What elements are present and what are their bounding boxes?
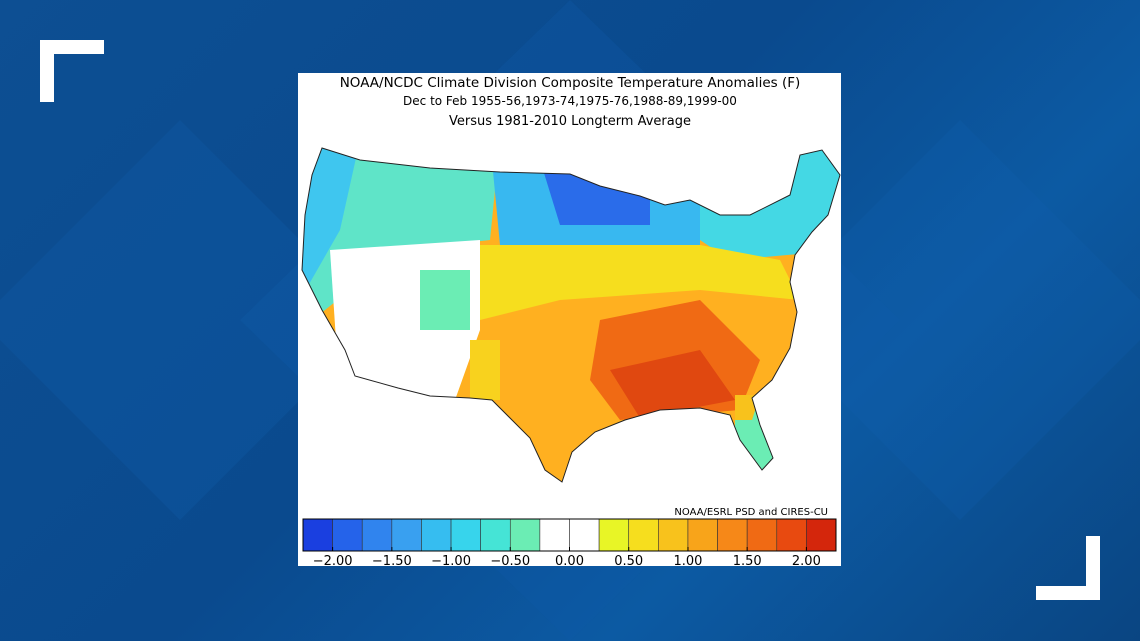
color-swatch bbox=[628, 518, 659, 552]
color-swatch bbox=[746, 518, 778, 552]
title-line: NOAA/NCDC Climate Division Composite Tem… bbox=[340, 75, 801, 91]
color-swatch bbox=[539, 518, 570, 552]
us-map bbox=[302, 148, 840, 482]
credit: NOAA/ESRL PSD and CIRES-CU bbox=[674, 507, 828, 518]
color-swatch bbox=[598, 518, 630, 552]
tick-label: 2.00 bbox=[792, 554, 821, 569]
bg-diamond bbox=[760, 120, 1140, 520]
title-line: Versus 1981-2010 Longterm Average bbox=[449, 114, 691, 129]
tick-label: 0.00 bbox=[555, 554, 584, 569]
map-region bbox=[480, 245, 800, 320]
color-swatch bbox=[421, 518, 452, 552]
tick-label: 1.00 bbox=[673, 554, 702, 569]
corner-bracket bbox=[40, 40, 104, 102]
color-swatch bbox=[361, 518, 393, 552]
tick-label: −2.00 bbox=[313, 554, 353, 569]
tick-label: 0.50 bbox=[614, 554, 643, 569]
bg-diamond bbox=[0, 120, 380, 520]
color-swatch bbox=[687, 518, 718, 552]
tick-label: 1.50 bbox=[733, 554, 762, 569]
color-swatch bbox=[717, 518, 748, 552]
color-swatch bbox=[302, 518, 333, 552]
tick-label: −0.50 bbox=[490, 554, 530, 569]
title-line: Dec to Feb 1955-56,1973-74,1975-76,1988-… bbox=[403, 94, 737, 108]
tick-label: −1.00 bbox=[431, 554, 471, 569]
color-swatch bbox=[806, 518, 837, 552]
color-swatch bbox=[450, 518, 481, 552]
us-outline bbox=[301, 147, 841, 483]
color-swatch bbox=[480, 518, 511, 552]
color-swatch bbox=[509, 518, 541, 552]
tick-label: −1.50 bbox=[372, 554, 412, 569]
map-region bbox=[470, 340, 500, 400]
color-swatch bbox=[332, 518, 363, 552]
colorbar: −2.00 −1.50 −1.00 −0.50 0.00 0.50 1.00 1.50 2.00 bbox=[302, 518, 837, 569]
color-swatch bbox=[776, 518, 807, 552]
color-swatch bbox=[569, 518, 600, 552]
corner-bracket bbox=[1036, 536, 1100, 600]
color-swatch bbox=[658, 518, 689, 552]
map-region bbox=[610, 350, 735, 418]
map-region bbox=[420, 270, 470, 330]
color-swatch bbox=[391, 518, 422, 552]
